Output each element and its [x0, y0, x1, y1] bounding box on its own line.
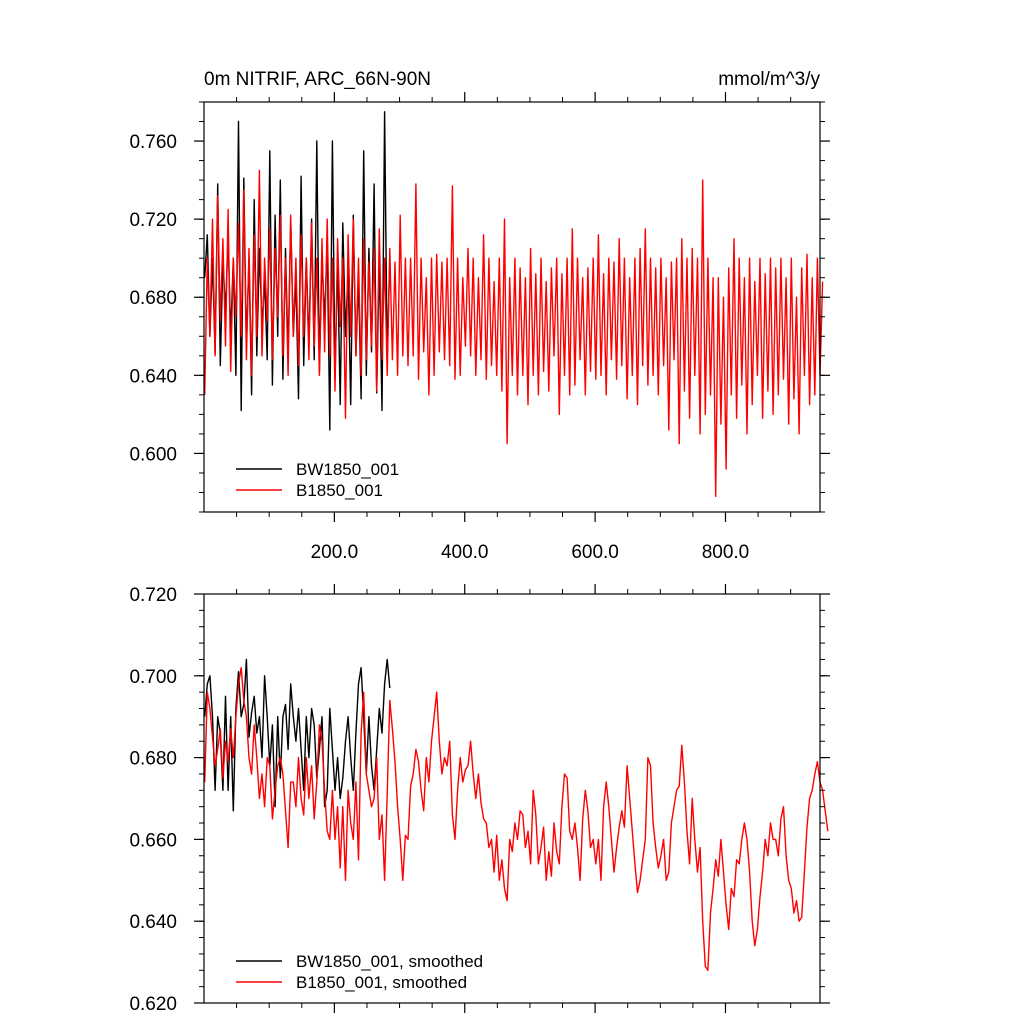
y-tick-label: 0.620 [129, 994, 177, 1015]
top-plot-legend: BW1850_001 B1850_001 [236, 460, 399, 500]
legend-label-b1850-smoothed: B1850_001, smoothed [296, 973, 467, 992]
y-tick-label: 0.640 [129, 912, 177, 933]
bottom-plot-series-layer [204, 658, 829, 971]
x-tick-label: 400.0 [441, 542, 489, 563]
series-line-0-1 [204, 169, 824, 498]
x-tick-label: 200.0 [311, 542, 359, 563]
legend-label-bw1850-smoothed: BW1850_001, smoothed [296, 952, 483, 971]
y-tick-label: 0.720 [129, 210, 177, 231]
x-tick-label: 800.0 [702, 542, 750, 563]
plot-frame [203, 593, 821, 1004]
y-tick-label: 0.760 [129, 132, 177, 153]
plot-frame [203, 101, 821, 513]
y-tick-label: 0.700 [129, 667, 177, 688]
top-plot-panel: 0m NITRIF, ARC_66N-90N mmol/m^3/y 0.6000… [129, 69, 830, 563]
bottom-plot-legend: BW1850_001, smoothed B1850_001, smoothed [236, 952, 483, 992]
top-plot-title: 0m NITRIF, ARC_66N-90N [204, 69, 431, 90]
legend-label-bw1850: BW1850_001 [296, 460, 399, 479]
legend-label-b1850: B1850_001 [296, 481, 383, 500]
x-tick-label: 600.0 [571, 542, 619, 563]
top-plot-series-layer [204, 111, 824, 498]
bottom-plot-panel: 0.620 0.640 0.660 0.680 0.700 0.720 BW1850_00… [129, 584, 830, 1015]
top-plot-axes: 0.600 0.640 0.680 0.720 0.760 200.0 400.0 600.0… [129, 92, 830, 563]
bottom-plot-axes: 0.620 0.640 0.660 0.680 0.700 0.720 [129, 584, 830, 1015]
y-tick-label: 0.680 [129, 288, 177, 309]
y-tick-label: 0.680 [129, 749, 177, 770]
top-plot-units: mmol/m^3/y [718, 69, 820, 90]
y-tick-label: 0.720 [129, 585, 177, 606]
y-tick-label: 0.660 [129, 830, 177, 851]
series-line-1-1 [204, 666, 829, 971]
y-tick-label: 0.600 [129, 444, 177, 465]
y-tick-label: 0.640 [129, 366, 177, 387]
